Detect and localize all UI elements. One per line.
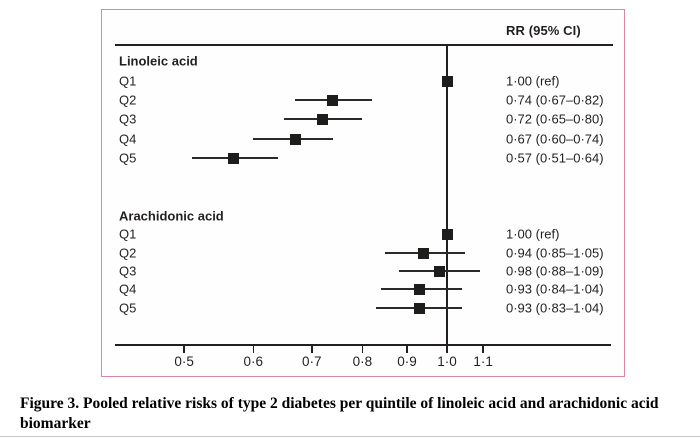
rr-ci-value: 1·00 (ref) xyxy=(506,226,560,242)
x-axis-tick-label: 0·8 xyxy=(352,354,373,369)
row-label: Q4 xyxy=(119,281,137,297)
point-estimate-marker xyxy=(327,94,339,106)
row-label: Q5 xyxy=(119,150,137,166)
rr-ci-value: 0·98 (0·88–1·09) xyxy=(506,263,604,279)
row-label: Q3 xyxy=(119,111,137,127)
rr-ci-value: 0·93 (0·84–1·04) xyxy=(506,281,604,297)
x-axis-tick-mark xyxy=(183,346,185,353)
figure-caption-line1: Figure 3. Pooled relative risks of type … xyxy=(20,395,659,412)
point-estimate-marker xyxy=(418,247,430,259)
reference-line-1-0 xyxy=(446,44,448,346)
x-axis-tick-mark xyxy=(252,346,255,353)
forest-plot-frame: RR (95% CI) Linoleic acid Q1 1·00 (ref) Q2 0… xyxy=(101,9,625,377)
rr-ci-value: 0·72 (0·65–0·80) xyxy=(506,111,604,127)
point-estimate-marker xyxy=(413,302,425,314)
row-label: Q1 xyxy=(119,226,137,242)
point-estimate-marker xyxy=(433,265,445,277)
row-label: Q3 xyxy=(119,263,137,279)
rr-ci-value: 0·57 (0·51–0·64) xyxy=(506,150,604,166)
group-header: Linoleic acid xyxy=(119,53,198,69)
x-axis-tick-mark xyxy=(361,346,364,353)
x-axis-tick-label: 1·0 xyxy=(437,354,457,369)
x-axis-tick-label: 0·7 xyxy=(302,354,322,369)
x-axis-tick-label: 0·5 xyxy=(174,354,194,369)
x-axis-tick-label: 0·9 xyxy=(397,354,417,369)
point-estimate-marker xyxy=(316,113,328,125)
rr-ci-value: 0·67 (0·60–0·74) xyxy=(506,131,604,147)
point-estimate-marker xyxy=(289,133,301,145)
rr-ci-value: 1·00 (ref) xyxy=(506,73,560,89)
header-separator-line xyxy=(115,44,613,46)
x-axis-tick-mark xyxy=(446,346,448,353)
point-estimate-marker xyxy=(441,228,453,240)
row-label: Q2 xyxy=(119,92,137,108)
row-label: Q1 xyxy=(119,73,137,89)
x-axis-tick-mark xyxy=(406,346,408,353)
rr-ci-value: 0·93 (0·83–1·04) xyxy=(506,300,604,316)
group-header: Arachidonic acid xyxy=(119,208,224,224)
point-estimate-marker xyxy=(441,75,453,87)
rr-ci-value: 0·74 (0·67–0·82) xyxy=(506,92,604,108)
x-axis-tick-label: 0·6 xyxy=(243,354,264,369)
rr-ci-value: 0·94 (0·85–1·05) xyxy=(506,245,604,261)
bottom-divider xyxy=(0,436,700,437)
row-label: Q5 xyxy=(119,300,137,316)
x-axis-tick-mark xyxy=(482,346,484,353)
x-axis-line xyxy=(115,344,611,346)
column-header-rr-ci: RR (95% CI) xyxy=(506,23,581,38)
figure-caption: Figure 3. Pooled relative risks of type … xyxy=(20,394,696,434)
x-axis-tick-label: 1·1 xyxy=(473,354,493,369)
row-label: Q4 xyxy=(119,131,137,147)
x-axis-tick-mark xyxy=(311,346,313,353)
point-estimate-marker xyxy=(413,283,425,295)
figure-caption-line2: biomarker xyxy=(20,415,91,432)
point-estimate-marker xyxy=(228,152,240,164)
row-label: Q2 xyxy=(119,245,137,261)
